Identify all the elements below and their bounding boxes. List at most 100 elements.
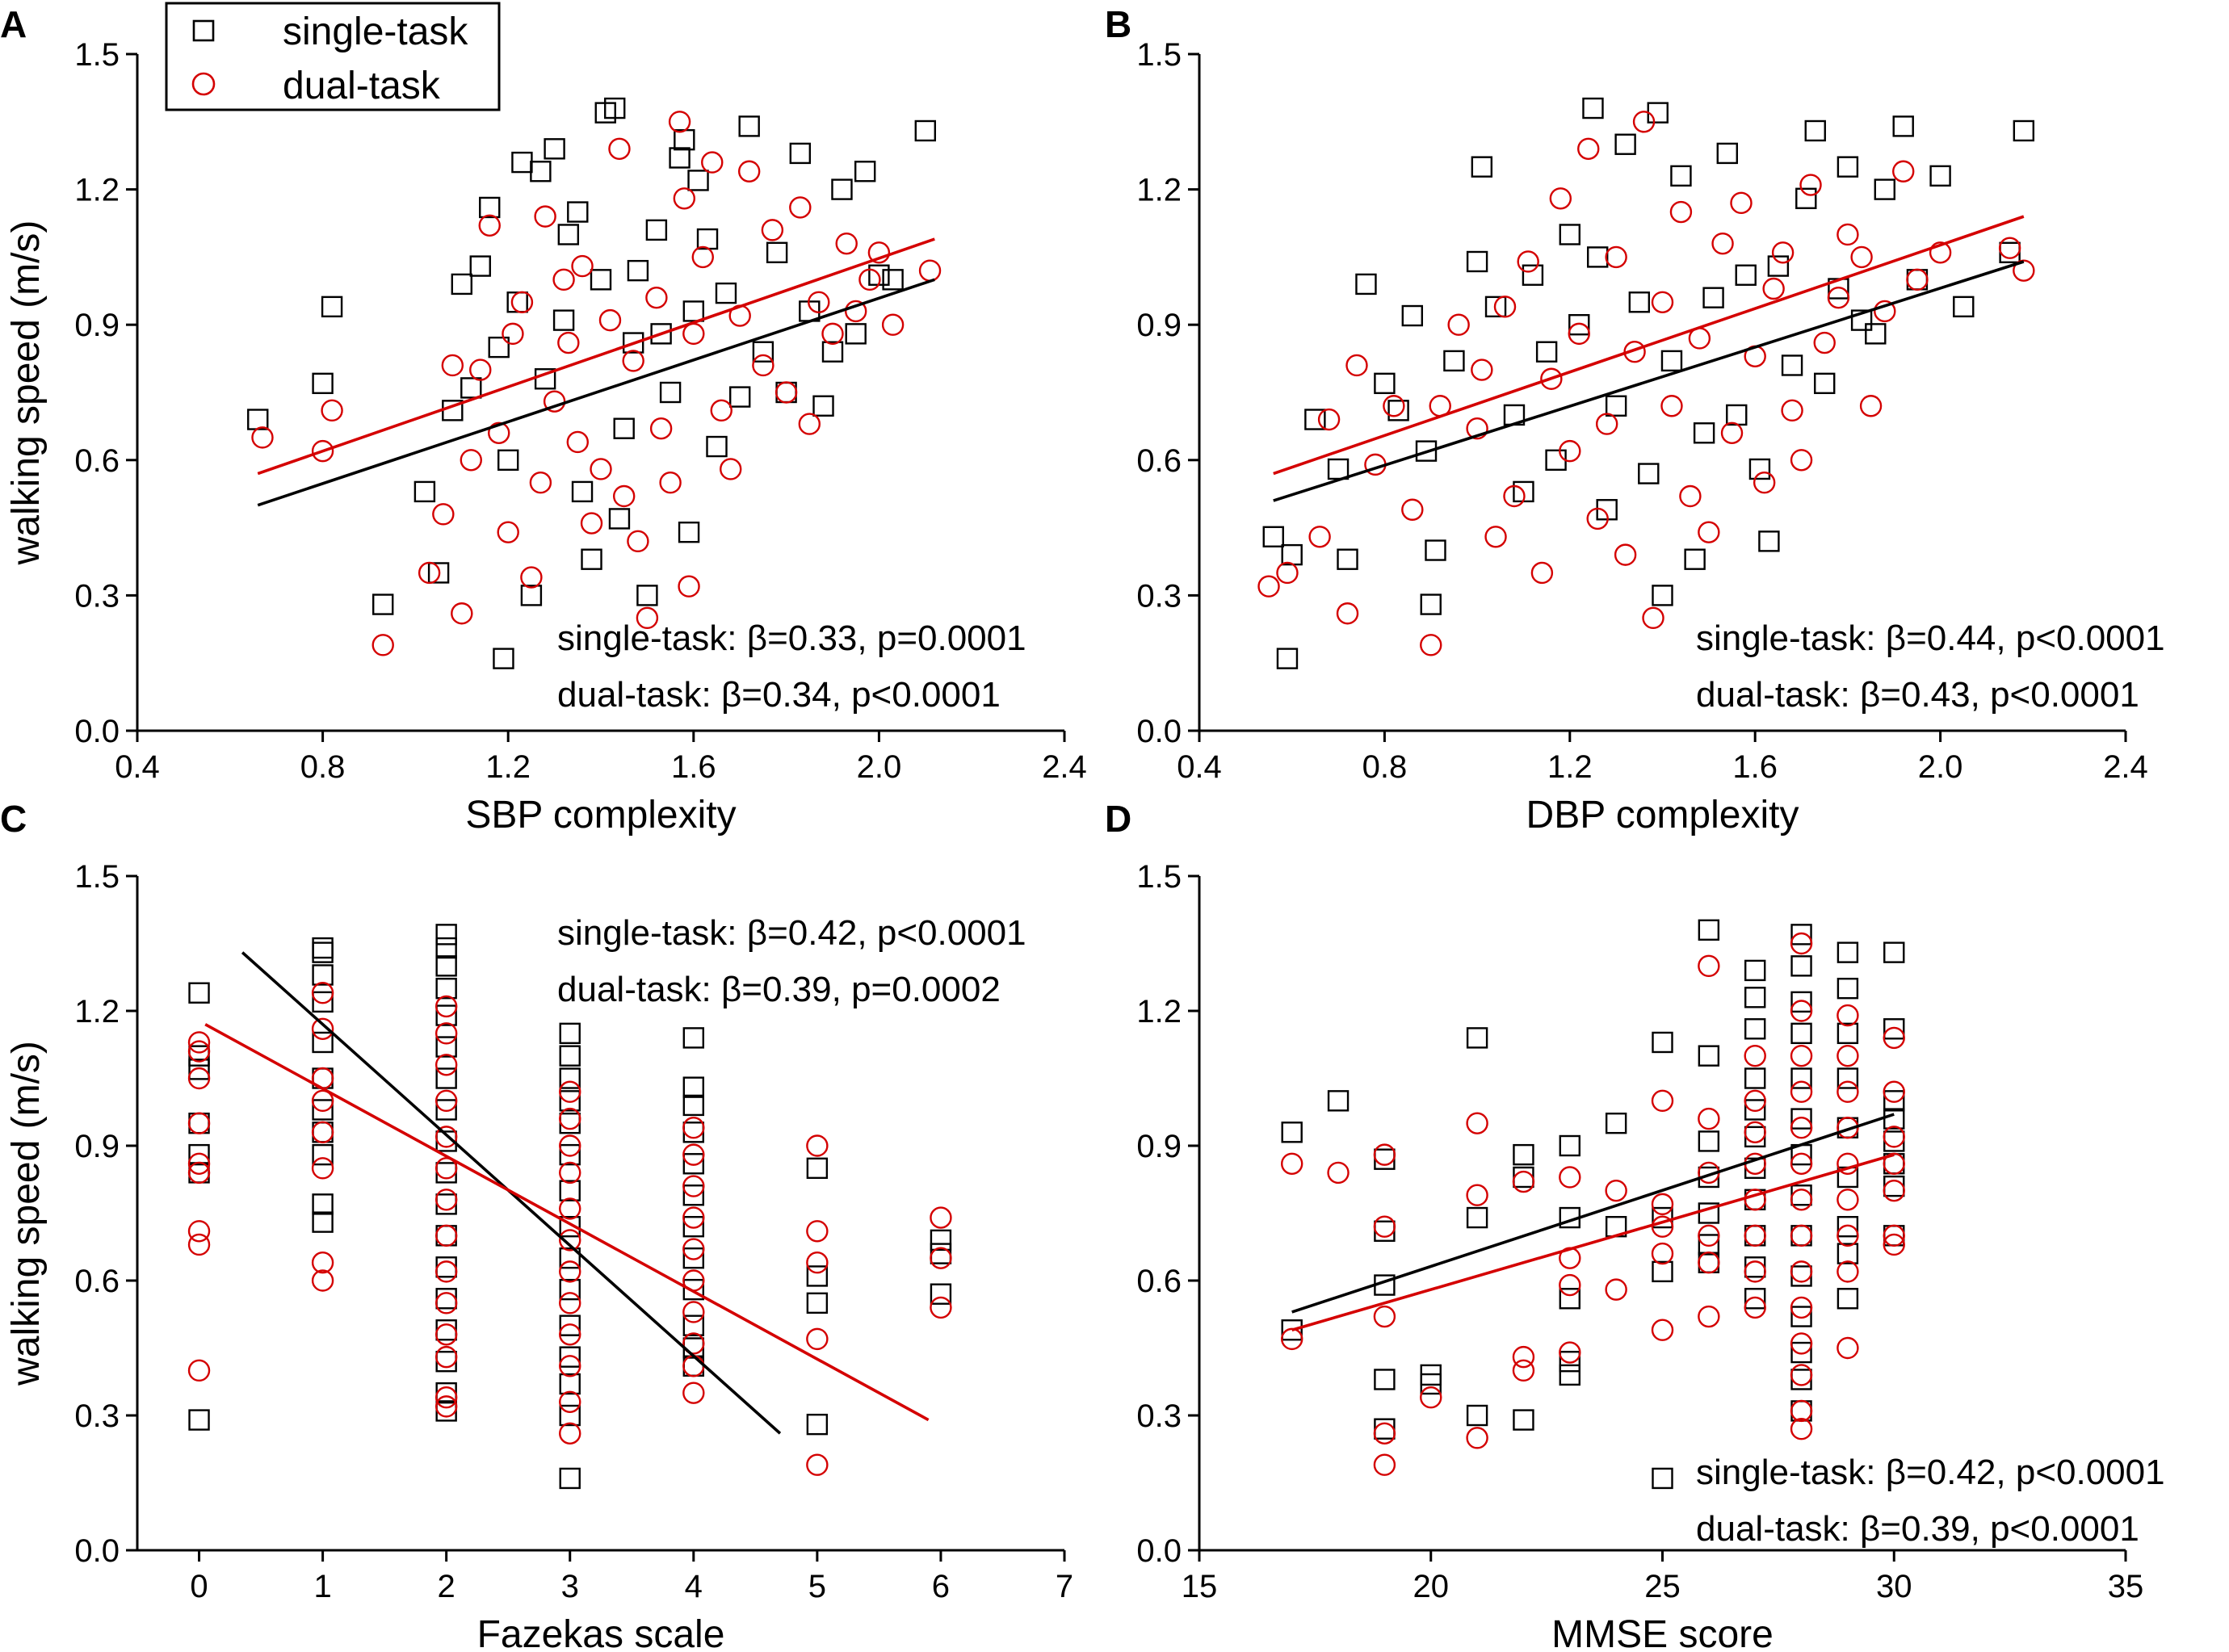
data-point-dual-task: [552, 268, 575, 291]
x-tick-label: 4: [685, 1569, 703, 1604]
data-point-single-task: [930, 1283, 952, 1305]
data-point-dual-task: [1336, 602, 1359, 625]
data-point-single-task: [1850, 309, 1873, 331]
data-point-dual-task: [761, 219, 784, 241]
y-tick-label: 1.2: [74, 994, 120, 1029]
data-point-dual-task: [1790, 1044, 1813, 1067]
x-tick-label: 0.8: [300, 749, 346, 785]
data-point-dual-task: [1883, 1026, 1905, 1050]
data-point-dual-task: [1790, 449, 1813, 472]
data-point-dual-task: [1373, 1305, 1396, 1328]
data-point-single-task: [806, 1265, 829, 1287]
data-point-dual-task: [1790, 1364, 1813, 1386]
data-point-dual-task: [678, 575, 700, 597]
data-point-single-task: [1744, 959, 1766, 982]
data-point-single-task: [312, 1193, 334, 1215]
data-point-single-task: [312, 964, 334, 986]
data-point-dual-task: [311, 1269, 334, 1292]
data-point-single-task: [1582, 97, 1604, 119]
data-point-single-task: [2013, 119, 2035, 142]
data-point-single-task: [567, 201, 589, 223]
data-point-single-task: [1814, 372, 1836, 395]
x-tick-label: 1.6: [1732, 749, 1778, 785]
data-point-single-task: [435, 1162, 457, 1184]
data-point-single-task: [678, 521, 700, 543]
data-point-dual-task: [1837, 1224, 1859, 1247]
data-point-dual-task: [566, 430, 589, 454]
data-point-dual-task: [1781, 399, 1803, 422]
data-point-dual-task: [1512, 1359, 1535, 1382]
data-point-single-task: [682, 1027, 704, 1049]
data-point-single-task: [738, 115, 760, 137]
data-point-single-task: [1837, 1067, 1859, 1089]
data-point-dual-task: [557, 331, 580, 354]
data-point-dual-task: [1503, 484, 1526, 508]
data-point-dual-task: [1883, 1233, 1905, 1256]
data-point-single-task: [766, 241, 788, 264]
data-point-single-task: [1647, 102, 1669, 124]
x-tick-label: 3: [561, 1569, 579, 1604]
data-point-dual-task: [1605, 1179, 1627, 1202]
data-point-single-task: [435, 1350, 457, 1373]
data-point-dual-task: [520, 566, 543, 589]
data-point-dual-task: [187, 1152, 211, 1175]
data-point-dual-task: [930, 1247, 952, 1269]
data-point-dual-task: [691, 245, 714, 269]
data-point-dual-task: [559, 1197, 581, 1220]
data-point-dual-task: [806, 1220, 829, 1243]
data-point-single-task: [1767, 255, 1790, 277]
data-point-single-task: [188, 1059, 210, 1080]
data-point-single-task: [1443, 350, 1465, 372]
data-point-dual-task: [1790, 932, 1813, 955]
x-tick-label: 35: [2108, 1569, 2144, 1604]
data-point-dual-task: [1308, 526, 1331, 548]
data-point-single-task: [806, 1413, 829, 1436]
data-point-single-task: [930, 1243, 952, 1264]
data-point-dual-task: [478, 214, 501, 237]
data-point-single-task: [1883, 1175, 1905, 1197]
data-point-single-task: [1281, 543, 1303, 566]
data-point-single-task: [1670, 165, 1692, 187]
data-point-single-task: [1698, 919, 1720, 941]
data-point-dual-task: [1605, 1278, 1627, 1301]
data-point-single-task: [1883, 1090, 1905, 1112]
y-tick-label: 0.9: [74, 308, 120, 343]
data-point-single-task: [715, 282, 737, 304]
data-point-single-task: [1374, 1220, 1396, 1242]
legend-label-dual-task: dual-task: [283, 65, 441, 107]
data-point-single-task: [674, 128, 695, 151]
data-point-dual-task: [1744, 1089, 1766, 1113]
data-point-single-task: [1929, 165, 1951, 187]
data-point-dual-task: [311, 1017, 334, 1040]
data-point-single-task: [188, 1143, 210, 1166]
data-point-single-task: [706, 435, 728, 458]
data-point-dual-task: [682, 1238, 705, 1260]
data-point-dual-task: [1998, 237, 2021, 259]
data-point-dual-task: [1651, 1319, 1674, 1341]
data-point-dual-task: [434, 1054, 458, 1076]
data-point-dual-task: [1345, 354, 1368, 377]
data-point-single-task: [1795, 187, 1817, 209]
data-point-dual-task: [502, 322, 524, 346]
data-point-dual-task: [598, 308, 622, 332]
data-point-dual-task: [1837, 1336, 1859, 1360]
data-point-single-task: [1425, 539, 1446, 561]
data-point-dual-task: [1837, 1189, 1859, 1211]
data-point-single-task: [1276, 648, 1299, 669]
data-point-single-task: [1327, 458, 1350, 480]
y-tick-label: 0.3: [74, 1398, 120, 1434]
data-point-single-task: [413, 480, 436, 503]
data-point-dual-task: [1471, 358, 1493, 381]
data-point-single-task: [622, 332, 644, 354]
data-point-dual-task: [559, 1422, 581, 1444]
data-point-single-task: [1865, 323, 1887, 345]
data-point-single-task: [1698, 1045, 1720, 1067]
data-point-single-task: [435, 1099, 457, 1121]
data-point-single-task: [1790, 1067, 1812, 1089]
legend-marker-single-task: [192, 19, 215, 42]
data-point-single-task: [882, 269, 904, 291]
data-point-dual-task: [1720, 421, 1744, 444]
data-point-single-task: [1652, 1031, 1673, 1054]
data-point-dual-task: [1512, 1345, 1535, 1369]
y-tick-label: 1.5: [1136, 37, 1182, 73]
